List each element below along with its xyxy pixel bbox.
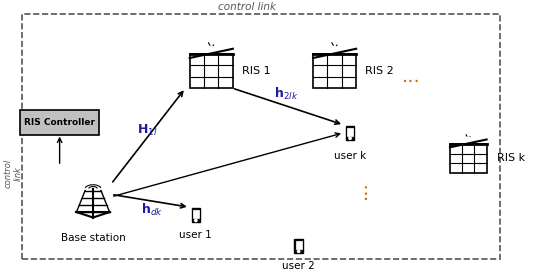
Text: ...: ... <box>351 180 370 198</box>
Circle shape <box>195 219 197 222</box>
Text: RIS 1: RIS 1 <box>242 66 271 76</box>
Text: $\mathbf{H}_{1l}$: $\mathbf{H}_{1l}$ <box>137 123 157 138</box>
Text: control
link: control link <box>4 159 23 188</box>
Bar <box>347 128 353 136</box>
Text: user k: user k <box>334 151 366 161</box>
Bar <box>193 210 199 219</box>
Text: $\mathbf{h}_{dk}$: $\mathbf{h}_{dk}$ <box>141 202 163 218</box>
Text: user 2: user 2 <box>282 261 315 271</box>
Bar <box>450 144 487 173</box>
Bar <box>346 126 354 140</box>
Text: user 1: user 1 <box>180 230 212 240</box>
Text: RIS 2: RIS 2 <box>366 66 394 76</box>
FancyBboxPatch shape <box>20 110 99 135</box>
Text: RIS Controller: RIS Controller <box>24 118 95 127</box>
Text: RIS k: RIS k <box>496 153 525 163</box>
Bar <box>294 239 303 253</box>
Text: control link: control link <box>218 2 276 12</box>
Circle shape <box>349 137 351 139</box>
Text: $\mathbf{h}_{2lk}$: $\mathbf{h}_{2lk}$ <box>273 86 298 102</box>
Text: Base station: Base station <box>61 233 125 243</box>
Text: ...: ... <box>403 67 421 86</box>
Bar <box>295 241 302 249</box>
Circle shape <box>297 250 300 252</box>
Bar <box>190 54 233 88</box>
Bar <box>192 208 200 222</box>
Bar <box>313 54 356 88</box>
